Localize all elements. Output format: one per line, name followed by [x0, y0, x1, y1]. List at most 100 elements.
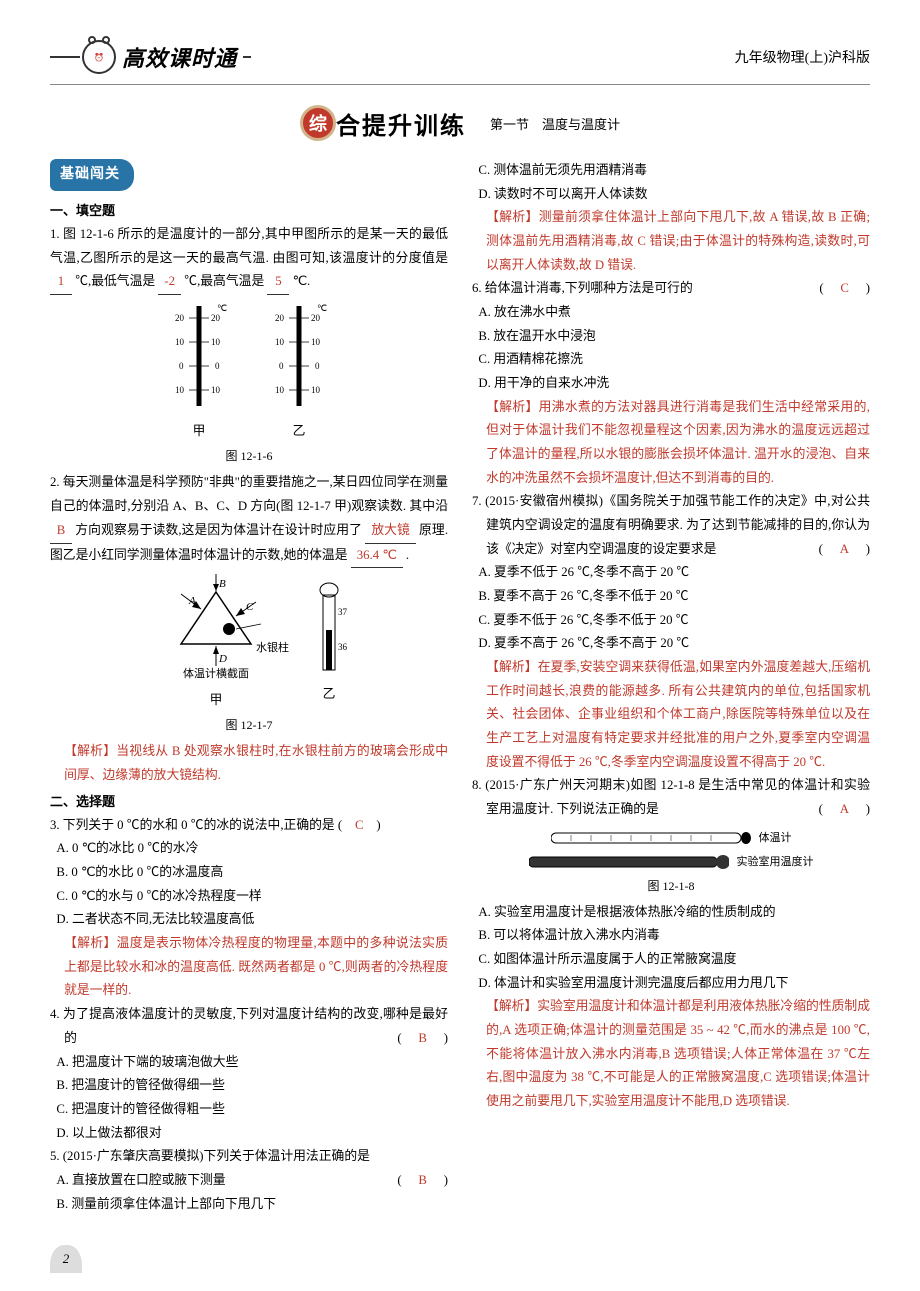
q5-stem: 5. (2015·广东肇庆高要模拟)下列关于体温计用法正确的是 [50, 1149, 370, 1163]
q2-text: 方向观察易于读数,这是因为体温计在设计时应用了 [75, 523, 362, 537]
q1-text: ℃,最低气温是 [75, 274, 155, 288]
left-column: 基础闯关 一、填空题 1. 图 12-1-6 所示的是温度计的一部分,其中甲图所… [50, 159, 448, 1216]
question-1: 1. 图 12-1-6 所示的是温度计的一部分,其中甲图所示的是某一天的最低气温… [50, 223, 448, 295]
analysis-label: 【解析】 [486, 999, 537, 1013]
svg-text:20: 20 [211, 313, 221, 323]
clinical-thermo-icon [551, 829, 751, 847]
q6-opt-a: A. 放在沸水中煮 [472, 301, 870, 325]
svg-text:10: 10 [211, 385, 221, 395]
header-rule [243, 56, 251, 58]
q4-stem: 4. 为了提高液体温度计的灵敏度,下列对温度计结构的改变,哪种是最好的 [50, 1007, 448, 1045]
analysis-label: 【解析】 [486, 400, 539, 414]
q7-opt-d: D. 夏季不高于 26 ℃,冬季不高于 20 ℃ [472, 632, 870, 656]
heading-choice: 二、选择题 [50, 790, 448, 814]
q8-stem: 8. (2015·广东广州天河期末)如图 12-1-8 是生活中常见的体温计和实… [472, 778, 870, 816]
cross-section: A B C D 体温计横截面 水银柱 甲 [151, 574, 281, 712]
q1-text: 1. 图 12-1-6 所示的是温度计的一部分,其中甲图所示的是某一天的最低气温… [50, 227, 448, 265]
sub-title: 第一节 温度与温度计 [490, 114, 620, 133]
svg-text:10: 10 [311, 385, 321, 395]
q8-ans: A [836, 802, 853, 816]
question-3: 3. 下列关于 0 ℃的水和 0 ℃的冰的说法中,正确的是 ( C ) [50, 814, 448, 838]
svg-text:10: 10 [275, 385, 285, 395]
q4-opt-b: B. 把温度计的管径做得细一些 [50, 1074, 448, 1098]
question-5: 5. (2015·广东肇庆高要模拟)下列关于体温计用法正确的是 ( B ) [50, 1145, 448, 1169]
question-6: 6. 给体温计消毒,下列哪种方法是可行的 ( C ) [472, 277, 870, 301]
svg-text:10: 10 [211, 337, 221, 347]
figure-12-1-6: 20 20 10 10 0 0 10 10 ℃ 甲 [50, 301, 448, 468]
svg-text:10: 10 [175, 337, 185, 347]
lab-thermo-icon [529, 853, 729, 871]
svg-text:C: C [246, 601, 254, 613]
q3-opt-c: C. 0 ℃的水与 0 ℃的冰冷热程度一样 [50, 885, 448, 909]
svg-text:20: 20 [275, 313, 285, 323]
cross-label: 体温计横截面 [183, 668, 249, 680]
thermo-icon: 2020 1010 00 1010 ℃ [169, 301, 229, 411]
figure-12-1-7: A B C D 体温计横截面 水银柱 甲 [50, 574, 448, 736]
q6-ans: C [836, 281, 853, 295]
q6-stem: 6. 给体温计消毒,下列哪种方法是可行的 [472, 281, 693, 295]
thermo-reading: 37 36 乙 [311, 580, 347, 707]
svg-text:10: 10 [311, 337, 321, 347]
question-4: 4. 为了提高液体温度计的灵敏度,下列对温度计结构的改变,哪种是最好的 ( B … [50, 1003, 448, 1050]
fig-caption: 乙 [269, 420, 329, 444]
fig-caption: 甲 [169, 420, 229, 444]
q4-opt-c: C. 把温度计的管径做得粗一些 [50, 1098, 448, 1122]
q3-stem: 3. 下列关于 0 ℃的水和 0 ℃的冰的说法中,正确的是 ( [50, 818, 355, 832]
thermo-label-1: 体温计 [759, 828, 792, 848]
q5-ans: B [414, 1173, 431, 1187]
svg-text:℃: ℃ [317, 303, 327, 313]
question-7: 7. (2015·安徽宿州模拟)《国务院关于加强节能工作的决定》中,对公共建筑内… [472, 490, 870, 561]
svg-text:10: 10 [175, 385, 185, 395]
q7-opt-a: A. 夏季不低于 26 ℃,冬季不高于 20 ℃ [472, 561, 870, 585]
section-basic: 基础闯关 [50, 159, 134, 191]
q5-opt-b: B. 测量前须拿住体温计上部向下甩几下 [50, 1193, 448, 1217]
mercury-label: 水银柱 [256, 642, 289, 654]
analysis-label: 【解析】 [486, 210, 539, 224]
q4-opt-a: A. 把温度计下端的玻璃泡做大些 [50, 1051, 448, 1075]
q7-stem: 7. (2015·安徽宿州模拟)《国务院关于加强节能工作的决定》中,对公共建筑内… [472, 494, 870, 555]
brand-block: ⏰ 高效课时通 [50, 40, 251, 74]
thermo-label-2: 实验室用温度计 [737, 852, 814, 872]
q7-opt-c: C. 夏季不低于 26 ℃,冬季不低于 20 ℃ [472, 609, 870, 633]
q8-opt-d: D. 体温计和实验室用温度计测完温度后都应用力甩几下 [472, 972, 870, 996]
q7-opt-b: B. 夏季不高于 26 ℃,冬季不低于 20 ℃ [472, 585, 870, 609]
clock-icon: ⏰ [82, 40, 116, 74]
svg-text:36: 36 [338, 642, 347, 652]
analysis-text: 用沸水煮的方法对器具进行消毒是我们生活中经常采用的,但对于体温计我们不能忽视量程… [486, 400, 870, 485]
q2-text: 2. 每天测量体温是科学预防"非典"的重要措施之一,某日四位同学在测量自己的体温… [50, 475, 448, 513]
grade-text: 九年级物理(上)沪科版 [735, 47, 870, 67]
right-column: C. 测体温前无须先用酒精消毒 D. 读数时不可以离开人体读数 【解析】测量前须… [472, 159, 870, 1216]
q1-ans1: 1 [50, 270, 72, 295]
q8-opt-a: A. 实验室用温度计是根据液体热胀冷缩的性质制成的 [472, 901, 870, 925]
fig-label: 图 12-1-6 [50, 445, 448, 467]
q4-ans: B [414, 1031, 431, 1045]
q6-opt-c: C. 用酒精棉花擦洗 [472, 348, 870, 372]
svg-text:0: 0 [315, 361, 320, 371]
q1-text: ℃,最高气温是 [184, 274, 264, 288]
analysis-text: 实验室用温度计和体温计都是利用液体热胀冷缩的性质制成的,A 选项正确;体温计的测… [486, 999, 870, 1108]
q4-opt-d: D. 以上做法都很对 [50, 1122, 448, 1146]
q2-ans2: 放大镜 [365, 519, 415, 544]
svg-text:0: 0 [179, 361, 184, 371]
q5-opt-d: D. 读数时不可以离开人体读数 [472, 183, 870, 207]
analysis-text: 测量前须拿住体温计上部向下甩几下,故 A 错误,故 B 正确;测体温前先用酒精消… [486, 210, 870, 271]
fig-caption: 乙 [311, 683, 347, 707]
q2-text: . [406, 548, 409, 562]
main-title: 合提升训练 [336, 106, 466, 141]
page-number: 2 [50, 1245, 82, 1273]
thermometer-jia: 2020 1010 00 1010 ℃ 甲 [169, 301, 229, 443]
fig-label: 图 12-1-7 [50, 714, 448, 736]
analysis-text: 温度是表示物体冷热程度的物理量,本题中的多种说法实质上都是比较水和冰的温度高低.… [64, 936, 448, 997]
q5-analysis: 【解析】测量前须拿住体温计上部向下甩几下,故 A 错误,故 B 正确;测体温前先… [472, 206, 870, 277]
thermo-icon: 2020 1010 00 1010 ℃ [269, 301, 329, 411]
q8-opt-c: C. 如图体温计所示温度属于人的正常腋窝温度 [472, 948, 870, 972]
q2-ans3: 36.4 ℃ [351, 544, 403, 569]
svg-text:37: 37 [338, 607, 347, 617]
fig-label: 图 12-1-8 [472, 875, 870, 897]
analysis-text: 在夏季,安装空调来获得低温,如果室内外温度差越大,压缩机工作时间越长,浪费的能源… [486, 660, 870, 769]
svg-text:B: B [219, 578, 226, 590]
page-header: ⏰ 高效课时通 九年级物理(上)沪科版 [50, 40, 870, 74]
svg-text:0: 0 [215, 361, 220, 371]
q6-analysis: 【解析】用沸水煮的方法对器具进行消毒是我们生活中经常采用的,但对于体温计我们不能… [472, 396, 870, 491]
q5-opt-c: C. 测体温前无须先用酒精消毒 [472, 159, 870, 183]
